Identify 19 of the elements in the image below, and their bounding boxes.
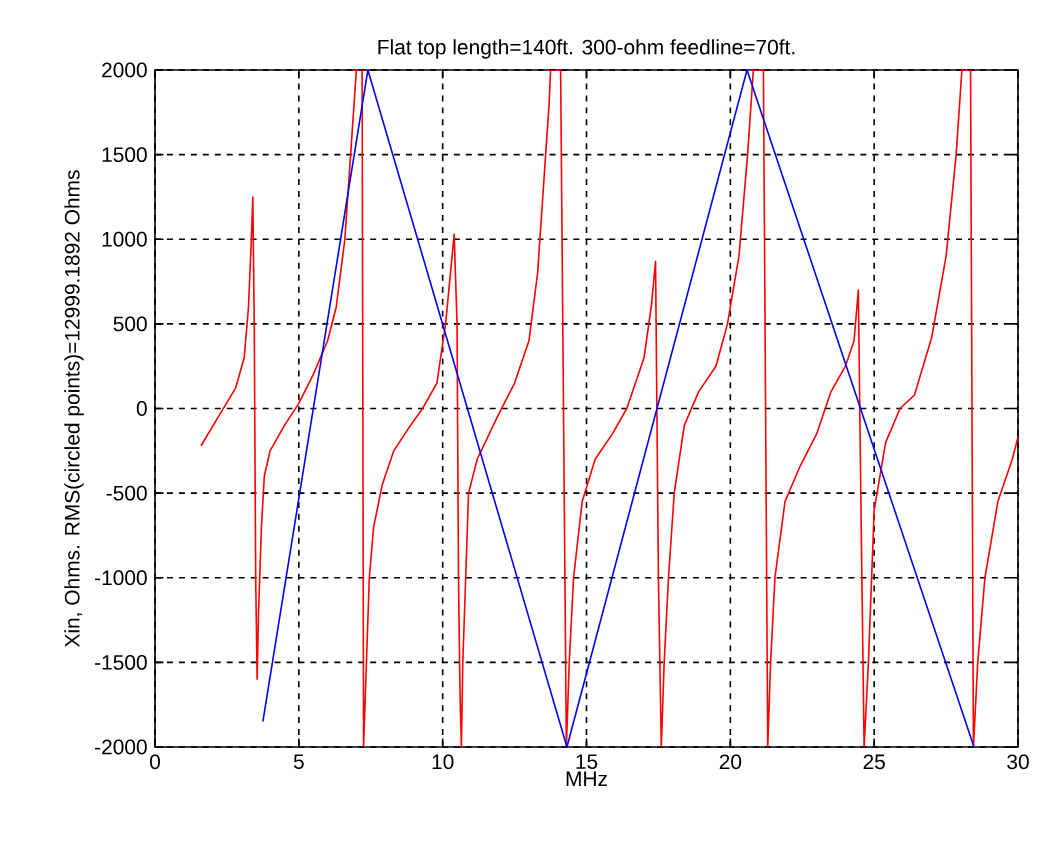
- y-tick-label: 1000: [102, 231, 147, 247]
- x-tick-label: 15: [576, 754, 598, 769]
- x-tick-label: 0: [149, 754, 160, 770]
- y-tick-label: 500: [113, 316, 147, 332]
- y-tick-label: 0: [136, 401, 147, 416]
- y-tick-label: 1500: [102, 147, 147, 163]
- x-tick-label: 25: [863, 754, 885, 770]
- x-tick-label: 20: [719, 754, 742, 770]
- x-tick-label: 10: [432, 754, 454, 770]
- x-axis-title: MHz: [566, 771, 607, 786]
- x-tick-label: 30: [1007, 754, 1029, 770]
- x-tick-label: 5: [293, 754, 304, 769]
- y-tick-label: -2000: [95, 739, 147, 755]
- chart-title: Flat top length=140ft. 300-ohm feedline=70ft.: [378, 39, 795, 59]
- y-tick-label: -1000: [95, 570, 147, 586]
- y-tick-label: 2000: [102, 62, 147, 78]
- y-tick-label: -1500: [95, 654, 147, 670]
- y-tick-label: -500: [106, 485, 147, 501]
- y-axis-title: Xin, Ohms. RMS(circled points)=12999.1892 Ohms: [64, 170, 84, 648]
